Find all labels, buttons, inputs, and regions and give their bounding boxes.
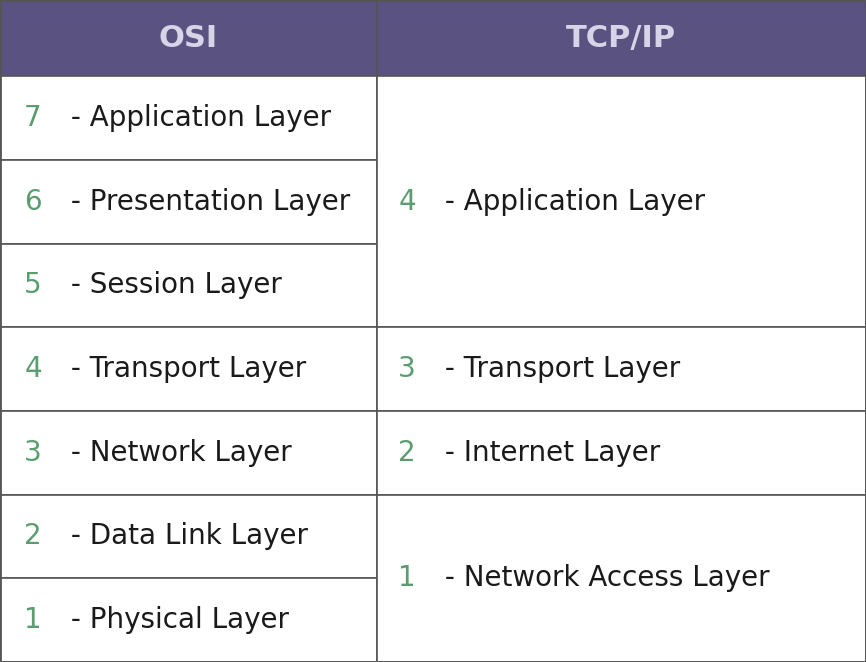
Text: 4: 4 bbox=[24, 355, 42, 383]
Bar bbox=[0, 76, 377, 160]
Text: - Application Layer: - Application Layer bbox=[436, 187, 705, 216]
Bar bbox=[0, 244, 377, 327]
Text: - Network Layer: - Network Layer bbox=[62, 439, 292, 467]
Bar bbox=[0, 0, 377, 76]
Text: 3: 3 bbox=[24, 439, 42, 467]
Text: 5: 5 bbox=[24, 271, 42, 299]
Text: 3: 3 bbox=[398, 355, 416, 383]
Text: 1: 1 bbox=[398, 564, 416, 592]
Bar bbox=[377, 0, 866, 76]
Bar bbox=[377, 495, 866, 662]
Text: OSI: OSI bbox=[158, 24, 218, 52]
Bar bbox=[377, 327, 866, 411]
Text: 6: 6 bbox=[24, 187, 42, 216]
Text: - Transport Layer: - Transport Layer bbox=[436, 355, 680, 383]
Text: - Internet Layer: - Internet Layer bbox=[436, 439, 660, 467]
Text: 2: 2 bbox=[24, 522, 42, 551]
Bar bbox=[377, 411, 866, 495]
Bar bbox=[0, 160, 377, 244]
Text: - Session Layer: - Session Layer bbox=[62, 271, 282, 299]
Bar bbox=[0, 579, 377, 662]
Bar bbox=[0, 327, 377, 411]
Text: TCP/IP: TCP/IP bbox=[566, 24, 676, 52]
Text: 2: 2 bbox=[398, 439, 416, 467]
Text: - Network Access Layer: - Network Access Layer bbox=[436, 564, 769, 592]
Bar bbox=[0, 495, 377, 579]
Text: 7: 7 bbox=[24, 104, 42, 132]
Text: - Physical Layer: - Physical Layer bbox=[62, 606, 289, 634]
Text: - Data Link Layer: - Data Link Layer bbox=[62, 522, 308, 551]
Text: - Transport Layer: - Transport Layer bbox=[62, 355, 307, 383]
Bar bbox=[0, 411, 377, 495]
Bar bbox=[377, 76, 866, 327]
Text: - Presentation Layer: - Presentation Layer bbox=[62, 187, 351, 216]
Text: - Application Layer: - Application Layer bbox=[62, 104, 332, 132]
Text: 4: 4 bbox=[398, 187, 416, 216]
Text: 1: 1 bbox=[24, 606, 42, 634]
